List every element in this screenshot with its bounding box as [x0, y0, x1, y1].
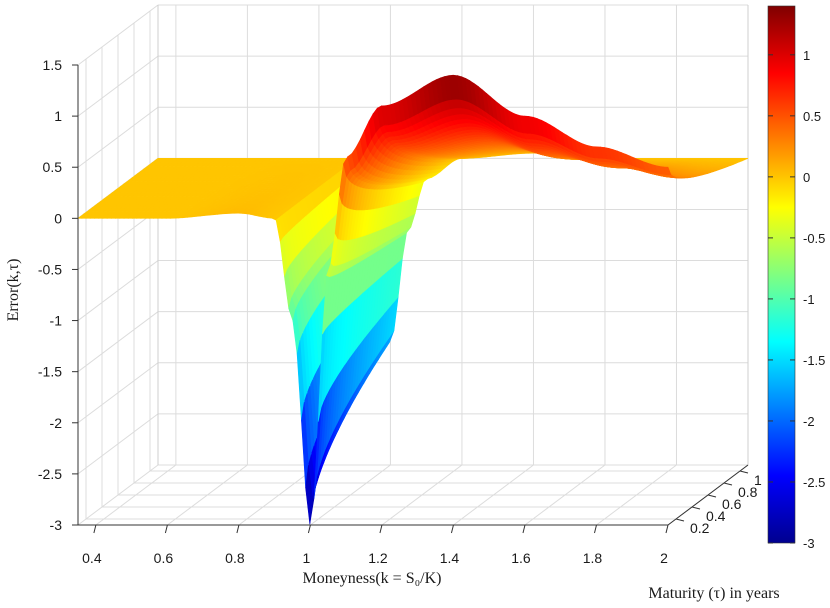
x-tick-mark — [665, 524, 669, 534]
x-tick-label: 0.6 — [154, 550, 174, 566]
x-tick-mark — [522, 524, 526, 534]
y-tick-mark — [707, 494, 717, 498]
grid-line — [77, 4, 159, 66]
colorbar-tick-label: 1 — [803, 48, 810, 63]
error-surface — [77, 74, 749, 525]
z-tick-label: -1.5 — [38, 364, 62, 380]
x-tick-mark — [307, 524, 311, 534]
z-axis-label: Error(k,τ) — [5, 259, 22, 322]
colorbar-tick-label: -1 — [803, 292, 815, 307]
grid-line — [77, 260, 159, 321]
z-tick-label: -0.5 — [38, 261, 62, 277]
colorbar-tick-label: -2.5 — [803, 475, 825, 490]
colorbar-tick-label: 0 — [803, 170, 810, 185]
colorbar-tick-label: -0.5 — [803, 231, 825, 246]
z-tick-label: 0 — [54, 210, 62, 226]
axes-grid — [77, 4, 749, 526]
x-axis-label: Moneyness(k = S₀/K) — [302, 570, 441, 587]
colorbar-tick-label: -3 — [803, 536, 815, 551]
x-tick-mark — [450, 524, 454, 534]
grid-line — [77, 464, 159, 526]
y-tick-label: 0.8 — [738, 484, 758, 500]
colorbar — [767, 5, 796, 544]
x-tick-label: 1.8 — [583, 550, 603, 566]
x-tick-label: 2 — [660, 550, 668, 566]
y-axis-label: Maturity (τ) in years — [648, 585, 779, 602]
y-tick-mark — [691, 506, 701, 510]
x-tick-label: 1 — [303, 550, 311, 566]
x-tick-label: 1.4 — [440, 550, 460, 566]
surface-patch — [663, 166, 672, 176]
y-tick-label: 0.6 — [722, 496, 742, 512]
y-axis-line — [667, 464, 749, 526]
grid-line — [77, 362, 159, 424]
colorbar-tick-label: -1.5 — [803, 353, 825, 368]
grid-line — [77, 311, 159, 373]
x-tick-label: 1.2 — [368, 550, 388, 566]
z-tick-label: -2 — [50, 415, 63, 431]
z-tick-label: 1.5 — [43, 57, 63, 73]
x-tick-mark — [93, 524, 97, 534]
x-tick-mark — [164, 524, 168, 534]
colorbar-tick-label: 0.5 — [803, 109, 821, 124]
grid-line — [77, 413, 159, 475]
x-tick-label: 0.4 — [82, 550, 102, 566]
x-tick-mark — [593, 524, 597, 534]
grid-line — [77, 55, 159, 117]
colorbar-tick-label: -2 — [803, 414, 815, 429]
y-tick-mark — [739, 470, 749, 474]
y-tick-label: 1 — [754, 472, 762, 488]
z-tick-label: 0.5 — [43, 159, 63, 175]
z-tick-label: -3 — [50, 517, 63, 533]
z-tick-label: -2.5 — [38, 466, 62, 482]
colorbar-ticks: -3 -2.5 -2 -1.5 -1 -0.5 0 0.5 1 — [768, 48, 825, 551]
x-tick-label: 1.6 — [511, 550, 531, 566]
x-tick-label: 0.8 — [225, 550, 245, 566]
y-tick-label: 0.2 — [690, 520, 710, 536]
y-tick-mark — [675, 518, 685, 522]
y-tick-label: 0.4 — [706, 508, 726, 524]
x-tick-mark — [379, 524, 383, 534]
axis-ticks: -3-2.5-2-1.5-1-0.500.511.50.4 0.6 0.8 1 1.2 1… — [38, 57, 762, 566]
grid-line — [77, 106, 159, 168]
y-tick-mark — [723, 482, 733, 486]
grid-line — [77, 209, 159, 270]
z-tick-label: -1 — [50, 313, 63, 329]
z-tick-label: 1 — [54, 108, 62, 124]
x-tick-mark — [236, 524, 240, 534]
